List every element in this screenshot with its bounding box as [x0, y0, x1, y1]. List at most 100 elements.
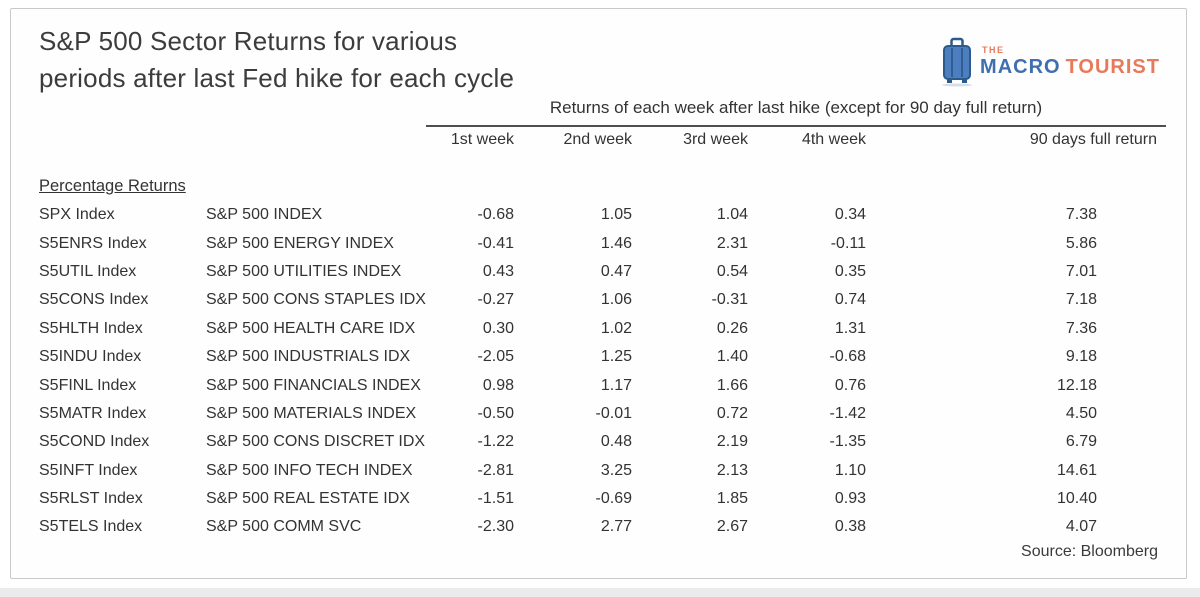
- row-index-name: S&P 500 MATERIALS INDEX: [206, 404, 417, 422]
- row-week1-value: -1.51: [477, 490, 514, 508]
- row-week1-value: -1.22: [477, 433, 514, 451]
- row-week1-value: 0.98: [482, 376, 514, 394]
- row-week3-value: 1.04: [716, 206, 748, 224]
- row-week3-value: 0.54: [716, 262, 748, 280]
- row-90day-value: 12.18: [1056, 376, 1097, 394]
- row-week3-value: 2.13: [716, 461, 748, 479]
- row-week4-value: 0.34: [834, 206, 866, 224]
- row-week1-value: 0.43: [482, 262, 514, 280]
- title-line-1: S&P 500 Sector Returns for various: [39, 26, 458, 56]
- row-90day-value: 6.79: [1065, 433, 1097, 451]
- row-90day-value: 7.36: [1065, 319, 1097, 337]
- table-row: S5CONS Index S&P 500 CONS STAPLES IDX -0…: [39, 286, 1169, 314]
- row-ticker: S5COND Index: [39, 433, 150, 451]
- row-week4-value: -0.11: [830, 234, 866, 252]
- row-week3-value: 1.40: [716, 348, 748, 366]
- row-90day-value: 9.18: [1065, 348, 1097, 366]
- table-row: S5INFT Index S&P 500 INFO TECH INDEX -2.…: [39, 457, 1169, 485]
- table-row: S5UTIL Index S&P 500 UTILITIES INDEX 0.4…: [39, 258, 1169, 286]
- row-week3-value: 0.72: [716, 404, 748, 422]
- row-week3-value: 2.19: [716, 433, 748, 451]
- row-week4-value: 1.10: [834, 461, 866, 479]
- row-week3-value: 1.66: [716, 376, 748, 394]
- row-week3-value: 1.85: [716, 490, 748, 508]
- row-week1-value: -0.27: [477, 291, 514, 309]
- row-week4-value: -1.35: [829, 433, 866, 451]
- row-index-name: S&P 500 CONS STAPLES IDX: [206, 291, 426, 309]
- row-ticker: S5UTIL Index: [39, 262, 137, 280]
- table-row: S5COND Index S&P 500 CONS DISCRET IDX -1…: [39, 428, 1169, 456]
- row-ticker: S5INDU Index: [39, 348, 142, 366]
- row-90day-value: 14.61: [1056, 461, 1097, 479]
- row-90day-value: 7.01: [1065, 262, 1097, 280]
- row-ticker: S5CONS Index: [39, 291, 149, 309]
- logo-the: THE: [982, 45, 1005, 55]
- row-index-name: S&P 500 CONS DISCRET IDX: [206, 433, 426, 451]
- col-header-week3: 3rd week: [683, 131, 748, 148]
- row-week3-value: 2.31: [716, 234, 748, 252]
- row-ticker: S5RLST Index: [39, 490, 143, 508]
- row-ticker: S5ENRS Index: [39, 234, 147, 252]
- table-row: S5TELS Index S&P 500 COMM SVC -2.30 2.77…: [39, 513, 1169, 541]
- row-week1-value: -2.05: [477, 348, 514, 366]
- row-week4-value: 1.31: [834, 319, 866, 337]
- suitcase-icon: [942, 37, 973, 87]
- col-header-week2: 2nd week: [563, 131, 633, 148]
- row-week1-value: -0.68: [477, 206, 514, 224]
- row-ticker: S5MATR Index: [39, 404, 147, 422]
- row-index-name: S&P 500 UTILITIES INDEX: [206, 262, 402, 280]
- row-week3-value: 2.67: [716, 518, 748, 536]
- page-title: S&P 500 Sector Returns for various perio…: [39, 23, 514, 97]
- row-ticker: S5TELS Index: [39, 518, 143, 536]
- row-week4-value: -0.68: [829, 348, 866, 366]
- col-header-90day: 90 days full return: [1029, 131, 1157, 148]
- row-index-name: S&P 500 COMM SVC: [206, 518, 362, 536]
- col-header-name-spacer: [206, 131, 434, 149]
- row-ticker: S5FINL Index: [39, 376, 137, 394]
- row-week2-value: 1.06: [600, 291, 632, 309]
- row-week2-value: 0.47: [600, 262, 632, 280]
- row-ticker: SPX Index: [39, 206, 115, 224]
- table-row: S5RLST Index S&P 500 REAL ESTATE IDX -1.…: [39, 485, 1169, 513]
- table-row: S5MATR Index S&P 500 MATERIALS INDEX -0.…: [39, 400, 1169, 428]
- row-ticker: S5INFT Index: [39, 461, 138, 479]
- row-week1-value: -0.41: [477, 234, 514, 252]
- row-week2-value: 1.25: [600, 348, 632, 366]
- row-index-name: S&P 500 HEALTH CARE IDX: [206, 319, 416, 337]
- section-label-percentage-returns: Percentage Returns: [39, 177, 186, 195]
- row-week1-value: -0.50: [477, 404, 514, 422]
- row-90day-value: 4.50: [1065, 404, 1097, 422]
- row-week1-value: 0.30: [482, 319, 514, 337]
- title-line-2: periods after last Fed hike for each cyc…: [39, 63, 515, 93]
- row-week3-value: -0.31: [711, 291, 748, 309]
- logo-macro: MACRO: [980, 56, 1061, 78]
- row-week4-value: 0.93: [834, 490, 866, 508]
- col-header-week1: 1st week: [450, 131, 514, 148]
- table-row: S5HLTH Index S&P 500 HEALTH CARE IDX 0.3…: [39, 315, 1169, 343]
- image-bottom-edge: [0, 588, 1200, 597]
- row-90day-value: 7.18: [1065, 291, 1097, 309]
- source-attribution: Source: Bloomberg: [1021, 543, 1158, 560]
- row-week4-value: 0.76: [834, 376, 866, 394]
- logo-text: THE MACRO TOURIST: [980, 45, 1160, 79]
- row-ticker: S5HLTH Index: [39, 319, 143, 337]
- macro-tourist-logo: THE MACRO TOURIST: [941, 37, 1160, 87]
- figure-frame: S&P 500 Sector Returns for various perio…: [10, 8, 1187, 579]
- table-row: S5ENRS Index S&P 500 ENERGY INDEX -0.41 …: [39, 229, 1169, 257]
- row-week1-value: -2.81: [477, 461, 514, 479]
- row-week2-value: 1.17: [600, 376, 632, 394]
- row-90day-value: 5.86: [1065, 234, 1097, 252]
- row-week2-value: -0.01: [595, 404, 632, 422]
- row-index-name: S&P 500 INDEX: [206, 206, 323, 224]
- row-week4-value: 0.74: [834, 291, 866, 309]
- row-index-name: S&P 500 INFO TECH INDEX: [206, 461, 413, 479]
- row-index-name: S&P 500 FINANCIALS INDEX: [206, 376, 421, 394]
- row-week2-value: -0.69: [595, 490, 632, 508]
- row-week4-value: -1.42: [829, 404, 866, 422]
- row-week2-value: 2.77: [600, 518, 632, 536]
- table-body: SPX Index S&P 500 INDEX -0.68 1.05 1.04 …: [39, 201, 1169, 542]
- table-row: S5FINL Index S&P 500 FINANCIALS INDEX 0.…: [39, 371, 1169, 399]
- row-week4-value: 0.35: [834, 262, 866, 280]
- table-row: SPX Index S&P 500 INDEX -0.68 1.05 1.04 …: [39, 201, 1169, 229]
- row-index-name: S&P 500 ENERGY INDEX: [206, 234, 394, 252]
